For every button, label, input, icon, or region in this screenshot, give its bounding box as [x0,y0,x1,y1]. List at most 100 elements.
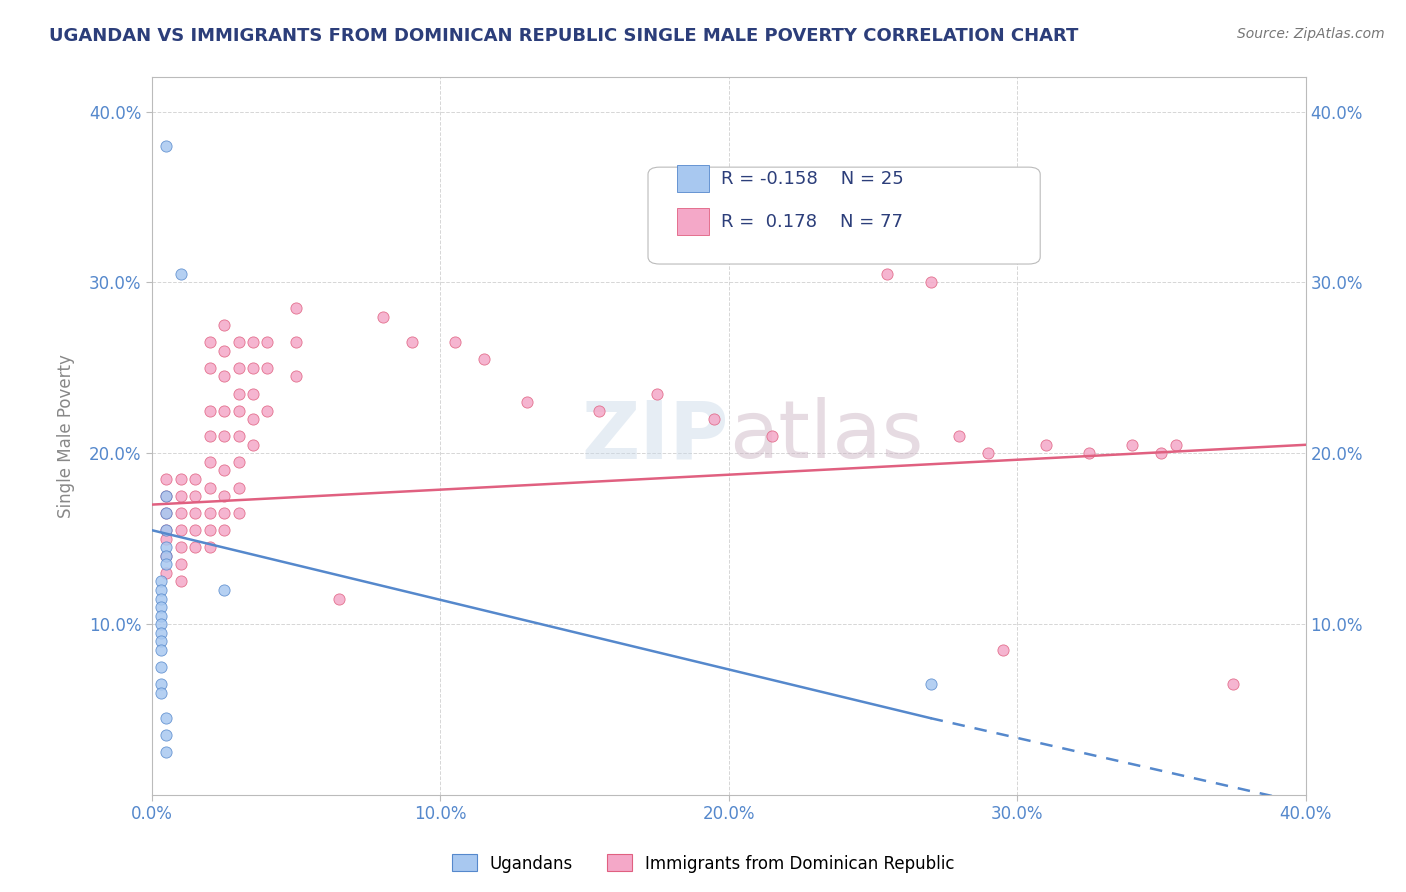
Point [170,523,193,537]
Point [149,582,172,597]
Point [703,412,725,426]
Text: atlas: atlas [728,397,924,475]
Point [228,360,250,375]
Point [761,429,783,443]
Point [155,472,177,486]
Point [516,395,538,409]
Point [242,412,264,426]
Point [228,403,250,417]
Y-axis label: Single Male Poverty: Single Male Poverty [58,354,75,518]
Point [155,523,177,537]
Point [588,403,610,417]
Point [948,429,970,443]
Point [212,489,235,503]
Point [212,369,235,384]
Point [170,558,193,572]
Point [170,506,193,520]
Point [149,617,172,632]
Point [198,335,221,350]
Point [198,455,221,469]
Point [1121,438,1143,452]
Point [212,343,235,358]
Point [170,574,193,589]
Point [256,360,278,375]
Bar [676,208,709,235]
Point [184,523,207,537]
Point [285,369,308,384]
Point [198,429,221,443]
Point [155,489,177,503]
FancyBboxPatch shape [648,167,1040,264]
Point [155,745,177,759]
Point [155,532,177,546]
Point [472,352,495,367]
Point [155,566,177,580]
Point [170,489,193,503]
Point [228,455,250,469]
Point [212,403,235,417]
Point [242,360,264,375]
Point [242,335,264,350]
Point [149,625,172,640]
Point [212,582,235,597]
Point [212,318,235,333]
Point [242,386,264,401]
Bar [676,165,709,193]
Point [149,591,172,606]
Point [155,728,177,742]
Point [155,711,177,725]
Point [991,643,1014,657]
Point [149,600,172,615]
Point [371,310,394,324]
Text: ZIP: ZIP [582,397,728,475]
Point [1035,438,1057,452]
Text: R =  0.178    N = 77: R = 0.178 N = 77 [721,212,903,231]
Point [645,386,668,401]
Point [212,506,235,520]
Point [228,429,250,443]
Point [155,506,177,520]
Point [1150,446,1173,460]
Point [149,608,172,623]
Point [228,335,250,350]
Point [155,506,177,520]
Point [198,481,221,495]
Point [920,677,942,691]
Point [155,138,177,153]
Point [184,506,207,520]
Point [155,489,177,503]
Point [920,276,942,290]
Text: R = -0.158    N = 25: R = -0.158 N = 25 [721,169,904,187]
Point [242,438,264,452]
Point [149,643,172,657]
Point [170,472,193,486]
Point [149,677,172,691]
Point [198,403,221,417]
Point [198,506,221,520]
Point [170,541,193,555]
Point [149,574,172,589]
Point [1078,446,1101,460]
Point [149,634,172,648]
Point [155,558,177,572]
Point [328,591,350,606]
Point [198,523,221,537]
Point [184,472,207,486]
Point [862,233,884,247]
Point [184,541,207,555]
Point [285,301,308,315]
Point [228,481,250,495]
Legend: Ugandans, Immigrants from Dominican Republic: Ugandans, Immigrants from Dominican Repu… [444,847,962,880]
Point [228,386,250,401]
Point [155,541,177,555]
Text: UGANDAN VS IMMIGRANTS FROM DOMINICAN REPUBLIC SINGLE MALE POVERTY CORRELATION CH: UGANDAN VS IMMIGRANTS FROM DOMINICAN REP… [49,27,1078,45]
Point [443,335,465,350]
Point [149,660,172,674]
Point [1222,677,1244,691]
Point [212,463,235,477]
Point [155,523,177,537]
Point [155,549,177,563]
Point [1164,438,1187,452]
Point [155,549,177,563]
Point [285,335,308,350]
